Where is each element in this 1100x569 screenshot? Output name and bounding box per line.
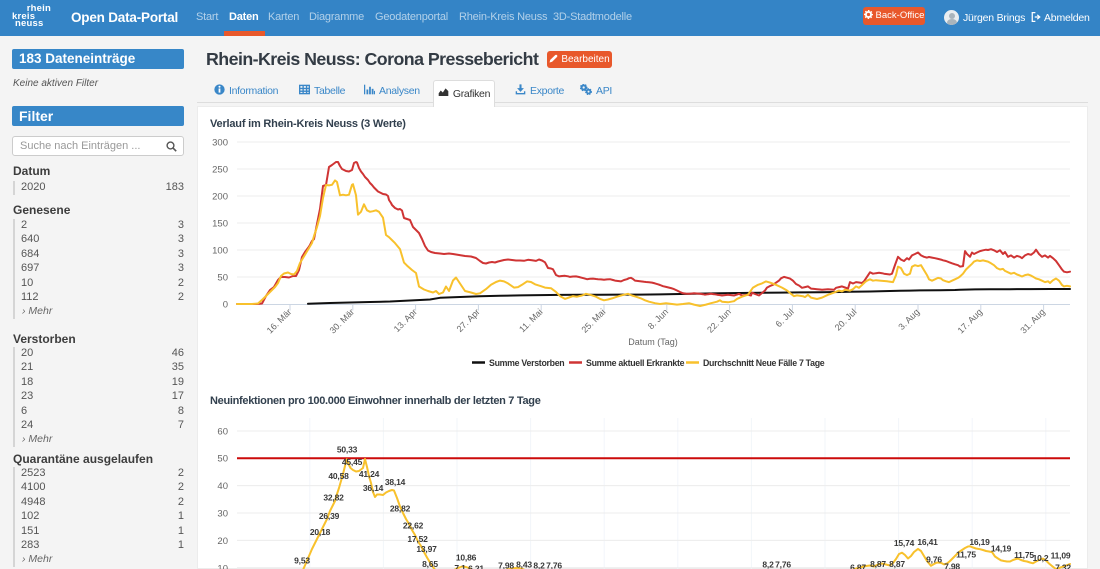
svg-text:20,18: 20,18: [310, 527, 331, 537]
svg-text:40,58: 40,58: [328, 471, 349, 481]
svg-text:50: 50: [217, 273, 228, 284]
svg-text:27. Apr: 27. Apr: [455, 307, 482, 334]
svg-text:6,21: 6,21: [468, 564, 484, 569]
svg-text:8,65: 8,65: [422, 559, 438, 569]
svg-text:200: 200: [212, 192, 228, 203]
svg-text:11. Mai: 11. Mai: [517, 307, 544, 334]
svg-text:8,87: 8,87: [870, 559, 886, 569]
svg-text:25. Mai: 25. Mai: [579, 307, 607, 335]
svg-text:11,75: 11,75: [956, 550, 976, 560]
svg-text:Summe aktuell Erkrankte: Summe aktuell Erkrankte: [586, 358, 685, 368]
svg-text:7,98: 7,98: [944, 562, 960, 569]
svg-text:9,53: 9,53: [294, 556, 310, 566]
svg-text:10,2: 10,2: [1033, 553, 1049, 563]
svg-text:250: 250: [212, 165, 228, 176]
svg-text:40: 40: [217, 481, 228, 492]
svg-text:15,74: 15,74: [894, 538, 915, 548]
svg-text:7,76: 7,76: [546, 561, 562, 569]
svg-text:10,86: 10,86: [456, 553, 477, 563]
svg-text:9,76: 9,76: [926, 555, 942, 565]
svg-text:32,82: 32,82: [323, 493, 344, 503]
svg-text:41,24: 41,24: [359, 469, 380, 479]
svg-text:45,45: 45,45: [342, 457, 363, 467]
svg-text:20. Jul: 20. Jul: [833, 307, 859, 333]
svg-text:22. Jun: 22. Jun: [705, 307, 733, 335]
svg-text:8,87: 8,87: [889, 559, 905, 569]
svg-text:Summe Verstorben: Summe Verstorben: [489, 358, 564, 368]
svg-text:22,62: 22,62: [403, 521, 424, 531]
svg-text:7,1: 7,1: [454, 563, 466, 569]
svg-text:100: 100: [212, 246, 228, 257]
svg-text:30: 30: [217, 509, 228, 520]
svg-text:28,82: 28,82: [390, 504, 411, 514]
svg-text:3. Aug: 3. Aug: [896, 307, 921, 332]
svg-text:11,75: 11,75: [1014, 550, 1034, 560]
svg-text:7,76: 7,76: [775, 560, 791, 569]
svg-text:Verlauf im Rhein-Kreis Neuss (: Verlauf im Rhein-Kreis Neuss (3 Werte): [210, 118, 406, 130]
svg-text:150: 150: [212, 219, 228, 230]
svg-text:31. Aug: 31. Aug: [1018, 307, 1047, 336]
svg-text:26,39: 26,39: [319, 511, 340, 521]
svg-text:6,87: 6,87: [850, 563, 866, 569]
svg-text:7,32: 7,32: [1055, 563, 1071, 569]
svg-text:16,41: 16,41: [917, 537, 938, 547]
svg-text:11,09: 11,09: [1051, 551, 1071, 561]
svg-text:17. Aug: 17. Aug: [956, 307, 985, 336]
svg-text:7,98: 7,98: [498, 561, 514, 569]
svg-text:36,14: 36,14: [363, 483, 384, 493]
svg-text:20: 20: [217, 536, 228, 547]
svg-text:8,43: 8,43: [516, 560, 532, 569]
svg-text:38,14: 38,14: [385, 477, 406, 487]
svg-text:0: 0: [223, 300, 228, 311]
svg-text:Neuinfektionen pro 100.000 Ein: Neuinfektionen pro 100.000 Einwohner inn…: [210, 395, 541, 407]
svg-text:16. Mär: 16. Mär: [265, 307, 294, 336]
svg-text:13. Apr: 13. Apr: [392, 307, 419, 334]
svg-text:Durchschnitt Neue Fälle 7 Tage: Durchschnitt Neue Fälle 7 Tage: [703, 358, 825, 368]
svg-text:13,97: 13,97: [416, 544, 437, 554]
svg-text:50,33: 50,33: [337, 445, 358, 455]
svg-text:8,2: 8,2: [762, 560, 774, 569]
svg-text:8,2: 8,2: [533, 561, 545, 569]
svg-text:50: 50: [217, 454, 228, 465]
svg-text:17,52: 17,52: [407, 534, 428, 544]
svg-text:60: 60: [217, 427, 228, 438]
svg-text:16,19: 16,19: [969, 537, 990, 547]
svg-text:10: 10: [217, 563, 228, 569]
svg-text:8. Jun: 8. Jun: [646, 307, 670, 331]
svg-text:30. Mär: 30. Mär: [328, 307, 357, 336]
svg-text:14,19: 14,19: [991, 544, 1012, 554]
svg-text:Datum (Tag): Datum (Tag): [628, 337, 678, 347]
svg-text:300: 300: [212, 138, 228, 149]
